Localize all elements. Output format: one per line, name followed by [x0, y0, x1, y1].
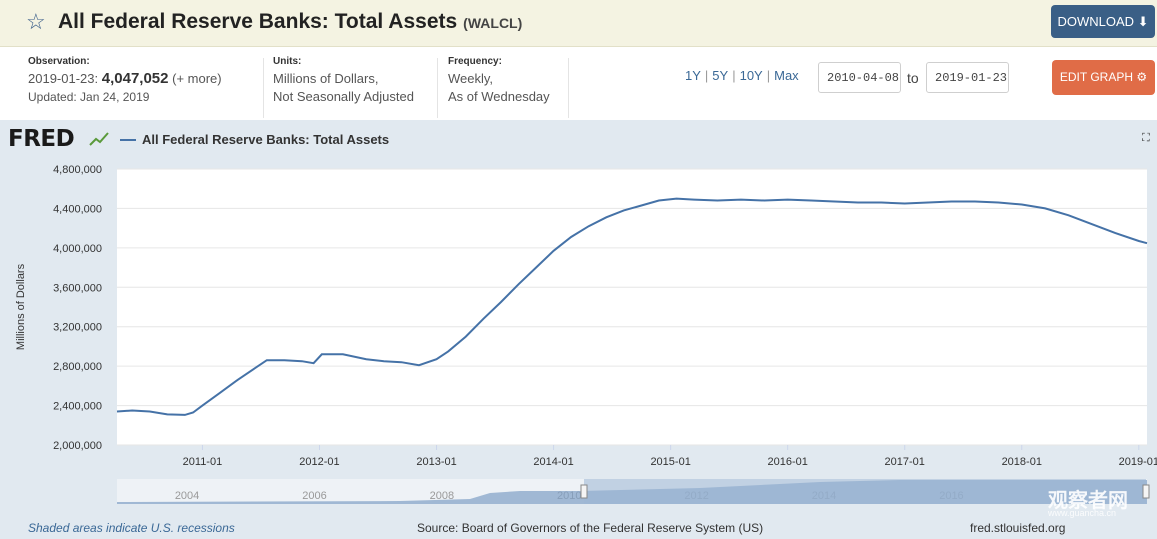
navigator-tick-label: 2006	[302, 490, 326, 502]
to-label: to	[907, 70, 919, 86]
x-axis: 2011-01 2012-01 2013-01 2014-01 2015-01 2016-…	[183, 445, 1157, 468]
series-title: All Federal Reserve Banks: Total Assets	[58, 10, 458, 33]
y-tick-label: 3,200,000	[53, 322, 102, 334]
grid	[117, 168, 1147, 446]
watermark: 观察者网	[1048, 490, 1128, 512]
y-tick-label: 4,400,000	[53, 203, 102, 215]
navigator-tick-label: 2004	[175, 490, 199, 502]
star-icon[interactable]: ☆	[26, 9, 46, 34]
watermark-sub: www.guancha.cn	[1048, 508, 1117, 518]
series-code: (WALCL)	[463, 15, 523, 31]
edit-graph-button[interactable]: EDIT GRAPH ⚙	[1052, 60, 1155, 95]
frequency-label: Frequency:	[448, 56, 502, 67]
observation-date: 2019-01-23:	[28, 71, 99, 86]
range-sep: |	[766, 68, 771, 83]
range-5y[interactable]: 5Y	[712, 68, 729, 83]
download-icon: ⬇	[1137, 14, 1149, 29]
edit-graph-label: EDIT GRAPH	[1059, 70, 1133, 84]
site-link[interactable]: fred.stlouisfed.org	[970, 521, 1066, 535]
y-tick-label: 2,800,000	[53, 361, 102, 373]
range-max[interactable]: Max	[774, 68, 799, 83]
recessions-note[interactable]: Shaded areas indicate U.S. recessions	[28, 521, 235, 535]
series-line[interactable]	[116, 197, 1148, 416]
units-block: Units: Millions of Dollars, Not Seasonal…	[273, 56, 414, 106]
units-label: Units:	[273, 56, 302, 67]
plot-area	[117, 169, 1147, 445]
observation-value: 4,047,052	[101, 70, 169, 87]
navigator-handle-left[interactable]	[580, 484, 588, 499]
observation-label: Observation:	[28, 56, 90, 67]
chart-logo-icon	[89, 132, 109, 146]
range-selector: 1Y | 5Y | 10Y | Max	[685, 68, 799, 83]
y-tick-label: 4,000,000	[53, 243, 102, 255]
x-tick-label: 2011-01	[183, 456, 223, 468]
range-1y[interactable]: 1Y	[685, 68, 701, 83]
legend-label[interactable]: All Federal Reserve Banks: Total Assets	[142, 132, 390, 147]
source-note: Source: Board of Governors of the Federa…	[417, 521, 764, 535]
series-header: ☆ All Federal Reserve Banks: Total Asset…	[0, 0, 1157, 47]
y-tick-label: 3,600,000	[53, 282, 102, 294]
y-tick-label: 2,000,000	[53, 440, 102, 452]
y-axis: 2,000,000 2,400,000 2,800,000 3,200,000 3,60…	[53, 164, 102, 452]
end-date-input[interactable]: 2019-01-23	[926, 62, 1009, 93]
x-tick-label: 2015-01	[650, 456, 690, 468]
y-axis-label: Millions of Dollars	[15, 263, 27, 350]
x-tick-label: 2019-01	[1119, 456, 1157, 468]
navigator-selection[interactable]	[584, 479, 1146, 504]
start-date-input[interactable]: 2010-04-08	[818, 62, 901, 93]
divider	[263, 58, 264, 118]
range-sep: |	[732, 68, 736, 83]
x-tick-label: 2013-01	[416, 456, 456, 468]
updated-date: Updated: Jan 24, 2019	[28, 90, 150, 104]
x-tick-label: 2014-01	[533, 456, 573, 468]
gear-icon: ⚙	[1136, 70, 1148, 84]
range-sep: |	[704, 68, 709, 83]
y-tick-label: 4,800,000	[53, 164, 102, 176]
x-tick-label: 2012-01	[299, 456, 339, 468]
units-line1: Millions of Dollars,	[273, 71, 379, 86]
legend-swatch	[120, 139, 136, 141]
frequency-line1: Weekly,	[448, 71, 494, 86]
units-line2: Not Seasonally Adjusted	[273, 89, 414, 104]
y-tick-label: 2,400,000	[53, 401, 102, 413]
download-label: DOWNLOAD	[1057, 14, 1135, 29]
fred-logo: FRED	[8, 126, 75, 152]
divider	[568, 58, 569, 118]
page-title: All Federal Reserve Banks: Total Assets (…	[58, 10, 522, 34]
frequency-line2: As of Wednesday	[448, 89, 550, 104]
fullscreen-icon[interactable]: ⛶	[1142, 132, 1150, 144]
navigator-tick-label: 2008	[430, 490, 454, 502]
x-tick-label: 2018-01	[1002, 456, 1042, 468]
x-tick-label: 2017-01	[885, 456, 925, 468]
observation-block: Observation: 2019-01-23: 4,047,052 (+ mo…	[28, 56, 222, 104]
frequency-block: Frequency: Weekly, As of Wednesday	[448, 56, 550, 106]
download-button[interactable]: DOWNLOAD ⬇	[1051, 5, 1155, 38]
navigator-handle-right[interactable]	[1142, 484, 1150, 499]
x-tick-label: 2016-01	[767, 456, 807, 468]
range-10y[interactable]: 10Y	[739, 68, 763, 83]
divider	[437, 58, 438, 118]
more-link[interactable]: (+ more)	[172, 71, 222, 86]
